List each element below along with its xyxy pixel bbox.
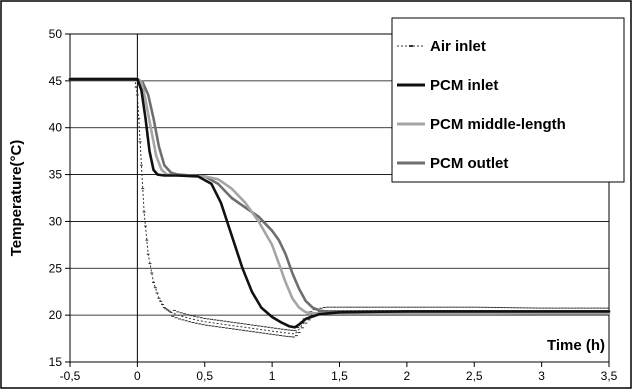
x-axis-label-background <box>527 332 607 356</box>
x-axis-label: Time (h) <box>547 337 605 354</box>
y-tick-label: 40 <box>49 121 63 135</box>
legend-box <box>391 17 625 183</box>
x-tick-label: 2,5 <box>466 369 483 383</box>
series-line-pcm-inlet <box>68 77 611 329</box>
y-tick-label: 20 <box>49 308 63 322</box>
x-tick-label: 3,5 <box>601 369 618 383</box>
x-tick-label: 1,5 <box>331 369 348 383</box>
y-tick-label: 30 <box>49 214 63 228</box>
legend-label-pcm-middle-length: PCM middle-length <box>430 116 566 133</box>
x-tick-label: -0,5 <box>60 369 81 383</box>
x-tick-label: 1 <box>269 369 276 383</box>
y-tick-label: 35 <box>49 168 63 182</box>
series-layer <box>68 77 611 338</box>
y-tick-label: 25 <box>49 261 63 275</box>
series-line-pcm-outlet <box>68 77 611 313</box>
legend-label-air-inlet: Air inlet <box>430 38 486 55</box>
legend: Air inlet PCM inlet PCM middle-length PCM o… <box>391 17 625 183</box>
legend-label-pcm-inlet: PCM inlet <box>430 77 498 94</box>
x-tick-label: 3 <box>538 369 545 383</box>
x-tick-label: 0,5 <box>196 369 213 383</box>
x-tick-label: 0 <box>134 369 141 383</box>
y-tick-label: 15 <box>49 355 63 369</box>
x-tick-label: 2 <box>404 369 411 383</box>
legend-label-pcm-outlet: PCM outlet <box>430 155 508 172</box>
y-axis-ticks: 15 20 25 30 35 40 45 50 <box>49 27 70 369</box>
y-tick-label: 45 <box>49 74 63 88</box>
y-axis-label: Temperature(°C) <box>8 140 25 257</box>
y-tick-label: 50 <box>49 27 63 41</box>
x-axis-ticks: -0,5 0 0,5 1 1,5 2 2,5 3 3,5 <box>60 362 618 383</box>
